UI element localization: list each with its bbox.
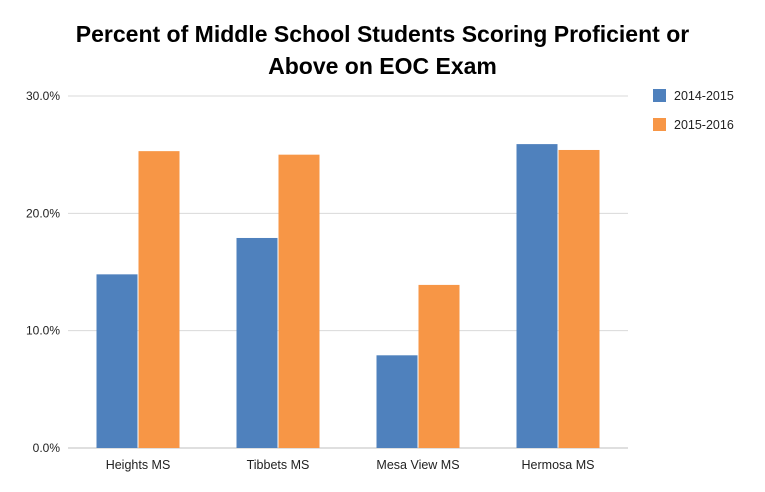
bar-2014-2015 [96, 274, 138, 448]
chart-title-line-2: Above on EOC Exam [268, 53, 497, 79]
y-tick-label: 20.0% [26, 206, 60, 220]
y-axis-tick-labels: 0.0% 10.0% 20.0% 30.0% [26, 89, 60, 455]
x-category-label: Mesa View MS [376, 458, 459, 472]
bars [96, 144, 600, 448]
x-category-label: Tibbets MS [247, 458, 310, 472]
legend-label: 2014-2015 [674, 89, 734, 103]
bar-2015-2016 [558, 149, 600, 448]
bar-2014-2015 [376, 355, 418, 448]
x-axis-category-labels: Heights MS Tibbets MS Mesa View MS Hermosa … [106, 458, 595, 472]
legend-swatch [653, 118, 666, 131]
legend-swatch [653, 89, 666, 102]
bar-2014-2015 [236, 237, 278, 448]
bar-2014-2015 [516, 144, 558, 448]
bar-2015-2016 [138, 151, 180, 448]
chart-title: Percent of Middle School Students Scorin… [0, 18, 765, 82]
bar-2015-2016 [418, 284, 460, 448]
legend-label: 2015-2016 [674, 118, 734, 132]
y-tick-label: 10.0% [26, 324, 60, 338]
x-category-label: Heights MS [106, 458, 171, 472]
x-category-label: Hermosa MS [522, 458, 595, 472]
chart-title-line-1: Percent of Middle School Students Scorin… [75, 21, 690, 47]
y-tick-label: 30.0% [26, 89, 60, 103]
bar-2015-2016 [278, 154, 320, 448]
legend: 2014-2015 2015-2016 [653, 89, 734, 132]
y-tick-label: 0.0% [33, 441, 61, 455]
